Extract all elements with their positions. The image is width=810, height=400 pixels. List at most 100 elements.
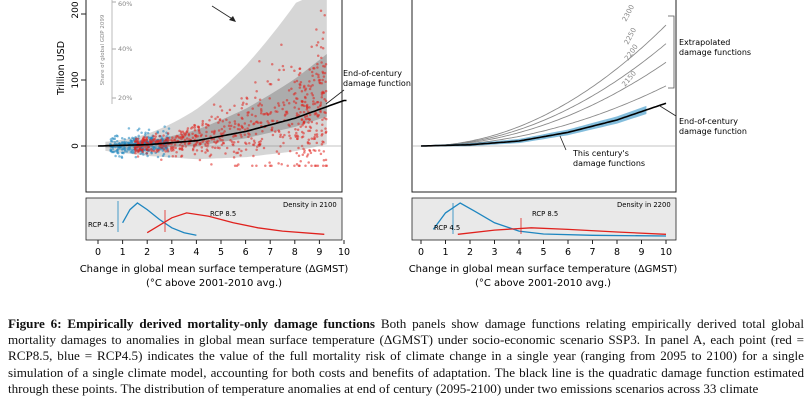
extrapolated-curve-2200 xyxy=(421,61,667,147)
rcp85-point xyxy=(174,146,177,150)
rcp85-point xyxy=(153,137,157,140)
rcp85-point xyxy=(321,47,325,50)
rcp85-point xyxy=(302,120,306,124)
rcp85-point xyxy=(316,164,320,168)
rcp85-point xyxy=(254,81,257,84)
rcp45-point xyxy=(109,148,112,151)
rcp85-point xyxy=(268,97,271,100)
rcp85-point xyxy=(308,80,311,83)
rcp85-point xyxy=(303,151,306,154)
rcp85-point xyxy=(250,137,253,140)
rcp85-point xyxy=(166,137,170,140)
share-tick-label: 40% xyxy=(118,45,132,53)
x-tick-label: 1 xyxy=(442,247,448,258)
rcp85-point xyxy=(299,110,302,114)
rcp85-point xyxy=(322,31,325,34)
rcp85-point xyxy=(201,122,204,125)
rcp85-point xyxy=(180,137,183,141)
panel-a: Trillion USD 0 100 200 Share of global G… xyxy=(56,0,411,289)
rcp45-point xyxy=(142,153,145,156)
rcp85-point xyxy=(220,143,224,147)
rcp85-point xyxy=(219,105,222,108)
rcp85-point xyxy=(233,104,236,108)
rcp85-point xyxy=(302,86,306,89)
rcp85-point xyxy=(211,145,214,149)
rcp85-point xyxy=(303,149,306,152)
rcp45-point xyxy=(120,155,124,159)
rcp85-point xyxy=(182,136,185,139)
rcp85-point xyxy=(271,133,275,137)
rcp85-point xyxy=(321,164,325,168)
rcp85-point xyxy=(317,79,321,82)
rcp85-point xyxy=(237,123,240,126)
rcp85-point xyxy=(315,135,319,138)
rcp85-point xyxy=(196,134,199,138)
rcp85-point xyxy=(255,148,258,152)
rcp85-point xyxy=(306,93,309,96)
rcp85-point xyxy=(199,142,202,146)
y-tick-label: 0 xyxy=(71,143,81,149)
rcp85-point xyxy=(308,87,312,91)
rcp85-point xyxy=(270,128,274,132)
rcp85-point xyxy=(322,75,326,78)
rcp85-point xyxy=(158,134,162,138)
rcp45-point xyxy=(115,139,119,143)
figure-caption: Figure 6: Empirically derived mortality-… xyxy=(8,316,804,397)
rcp85-point xyxy=(301,124,304,127)
caption-title: Figure 6: Empirically derived mortality-… xyxy=(8,316,376,331)
rcp85-point xyxy=(285,98,289,102)
rcp85-point xyxy=(197,128,201,131)
rcp85-point xyxy=(251,164,254,168)
rcp85-point xyxy=(302,104,306,108)
rcp85-point xyxy=(136,140,139,143)
rcp45-point xyxy=(116,149,119,152)
rcp85-point xyxy=(154,132,158,135)
rcp85-point xyxy=(316,41,320,44)
year-label-2300: 2300 xyxy=(621,3,636,22)
x-tick-label: 3 xyxy=(491,247,497,258)
rcp85-point xyxy=(303,88,307,92)
rcp85-point xyxy=(308,148,311,152)
rcp45-point xyxy=(147,128,151,132)
rcp85-point xyxy=(307,161,310,164)
rcp85-point xyxy=(171,136,174,139)
end-label-line2: damage function xyxy=(679,127,747,136)
rcp85-point xyxy=(134,137,138,141)
rcp85-point xyxy=(299,125,302,129)
rcp85-point xyxy=(225,118,228,122)
rcp85-point xyxy=(190,127,193,130)
rcp85-point xyxy=(250,113,254,116)
rcp85-point xyxy=(282,141,285,145)
rcp85-point xyxy=(320,129,323,132)
rcp45-point xyxy=(114,154,117,158)
rcp85-point xyxy=(308,106,311,109)
rcp45-point xyxy=(127,141,130,145)
rcp85-point xyxy=(191,132,194,135)
rcp85-point xyxy=(299,160,302,163)
rcp45-point xyxy=(118,142,121,145)
rcp85-point xyxy=(231,143,234,146)
rcp85-label: RCP 8.5 xyxy=(532,210,558,218)
rcp85-point xyxy=(251,143,255,146)
y-tick-label: 200 xyxy=(71,1,81,18)
rcp45-point xyxy=(124,148,127,152)
rcp85-point xyxy=(315,43,319,47)
rcp45-point xyxy=(116,135,119,138)
rcp85-point xyxy=(322,159,326,162)
rcp85-point xyxy=(217,121,220,124)
rcp85-point xyxy=(248,141,251,145)
rcp85-point xyxy=(196,125,200,129)
rcp85-point xyxy=(325,117,328,121)
rcp85-point xyxy=(204,134,208,138)
rcp85-point xyxy=(236,140,240,144)
rcp85-point xyxy=(240,149,243,153)
rcp85-point xyxy=(268,161,271,164)
rcp85-point xyxy=(288,149,292,153)
rcp85-point xyxy=(321,118,324,122)
rcp85-point xyxy=(225,146,229,150)
rcp85-point xyxy=(164,139,168,142)
rcp85-point xyxy=(210,130,214,133)
this-century-label-line2: damage functions xyxy=(573,159,645,168)
rcp85-point xyxy=(283,114,287,117)
rcp85-point xyxy=(134,139,137,143)
